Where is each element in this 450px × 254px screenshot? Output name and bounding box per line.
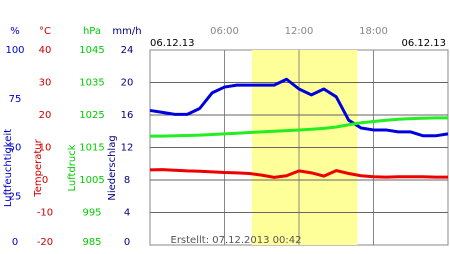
- y-tick-label: 0: [42, 175, 48, 186]
- y-tick-label: 8: [124, 175, 130, 186]
- y-tick-label: 20: [39, 110, 52, 121]
- y-tick-label: 40: [39, 45, 52, 56]
- axis-unit: %: [10, 26, 20, 37]
- y-tick-label: 4: [124, 208, 130, 219]
- y-tick-label: 30: [39, 78, 52, 89]
- axis-title: Temperatur: [33, 138, 44, 197]
- y-tick-label: 20: [121, 78, 134, 89]
- series-line: [149, 168, 448, 179]
- y-tick-label: -20: [37, 237, 53, 248]
- series-line: [150, 116, 448, 138]
- y-tick-label: 24: [121, 45, 134, 56]
- y-tick-label: 995: [82, 208, 101, 219]
- axis-title: Luftfeuchtigkeit: [3, 129, 14, 207]
- y-tick-label: 10: [39, 143, 52, 154]
- axis-title: Niederschlag: [107, 135, 118, 200]
- y-tick-label: 75: [9, 94, 22, 105]
- y-tick-label: 50: [9, 143, 22, 154]
- y-tick-label: -10: [37, 208, 53, 219]
- date-left: 06.12.13: [150, 38, 195, 49]
- y-tick-label: 0: [12, 237, 18, 248]
- axis-unit: °C: [39, 26, 51, 37]
- y-tick-label: 0: [124, 237, 130, 248]
- y-tick-label: 1025: [79, 110, 104, 121]
- footer: Erstellt: 07.12.2013 00:42: [171, 235, 302, 246]
- y-tick-label: 16: [121, 110, 134, 121]
- y-tick-label: 1005: [79, 175, 104, 186]
- y-tick-label: 25: [9, 191, 22, 202]
- y-tick-label: 100: [5, 45, 24, 56]
- x-tick-label: 12:00: [285, 26, 314, 37]
- axis-title: Luftdruck: [67, 144, 78, 191]
- y-tick-label: 985: [82, 237, 101, 248]
- x-tick-label: 18:00: [359, 26, 388, 37]
- axis-unit: mm/h: [112, 26, 141, 37]
- y-tick-label: 1035: [79, 78, 104, 89]
- y-tick-label: 1045: [79, 45, 104, 56]
- y-tick-label: 12: [121, 143, 134, 154]
- axis-unit: hPa: [83, 26, 101, 37]
- series-line: [149, 77, 449, 138]
- date-right: 06.12.13: [401, 38, 446, 49]
- x-tick-label: 06:00: [210, 26, 239, 37]
- y-tick-label: 1015: [79, 143, 104, 154]
